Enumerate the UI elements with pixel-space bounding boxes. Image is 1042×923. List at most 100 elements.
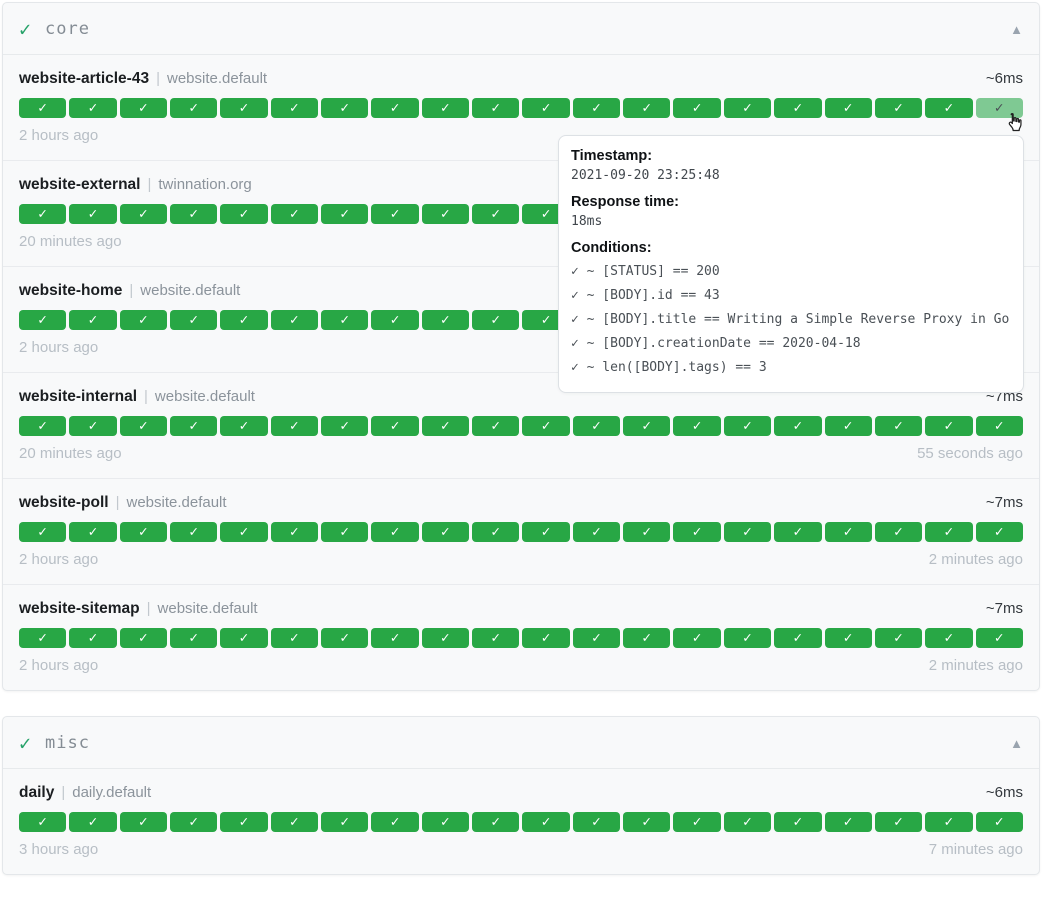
status-badge[interactable]: ✓	[270, 522, 319, 542]
status-badge[interactable]: ✓	[572, 416, 621, 436]
status-badge[interactable]: ✓	[824, 522, 872, 542]
status-badge[interactable]: ✓	[421, 310, 470, 330]
status-badge[interactable]: ✓	[723, 522, 772, 542]
status-badge[interactable]: ✓	[522, 812, 570, 832]
status-badge[interactable]: ✓	[623, 416, 671, 436]
status-badge[interactable]: ✓	[774, 628, 822, 648]
status-badge[interactable]: ✓	[371, 204, 419, 224]
status-badge[interactable]: ✓	[119, 98, 168, 118]
status-badge[interactable]: ✓	[673, 416, 721, 436]
status-badge[interactable]: ✓	[774, 416, 822, 436]
status-badge[interactable]: ✓	[975, 628, 1023, 648]
status-badge[interactable]: ✓	[371, 416, 419, 436]
endpoint-name[interactable]: website-home	[19, 282, 123, 299]
status-badge[interactable]: ✓	[673, 812, 721, 832]
status-badge[interactable]: ✓	[522, 310, 570, 330]
status-badge[interactable]: ✓	[270, 310, 319, 330]
status-badge[interactable]: ✓	[522, 522, 570, 542]
status-badge[interactable]: ✓	[69, 204, 117, 224]
status-badge[interactable]: ✓	[220, 310, 268, 330]
status-badge[interactable]: ✓	[371, 812, 419, 832]
status-badge[interactable]: ✓	[723, 628, 772, 648]
status-badge[interactable]: ✓	[623, 98, 671, 118]
status-badge[interactable]: ✓	[572, 628, 621, 648]
status-badge[interactable]: ✓	[170, 98, 218, 118]
status-badge[interactable]: ✓	[925, 522, 973, 542]
status-badge[interactable]: ✓	[472, 310, 520, 330]
status-badge[interactable]: ✓	[321, 310, 369, 330]
status-badge[interactable]: ✓	[119, 628, 168, 648]
status-badge[interactable]: ✓	[472, 204, 520, 224]
status-badge[interactable]: ✓	[522, 204, 570, 224]
status-badge[interactable]: ✓	[69, 812, 117, 832]
status-badge[interactable]: ✓	[673, 98, 721, 118]
status-badge[interactable]: ✓	[220, 522, 268, 542]
status-badge[interactable]: ✓	[19, 204, 67, 224]
status-badge[interactable]: ✓	[170, 416, 218, 436]
status-badge[interactable]: ✓	[220, 98, 268, 118]
status-badge[interactable]: ✓	[874, 98, 923, 118]
status-badge[interactable]: ✓	[824, 416, 872, 436]
status-badge[interactable]: ✓	[623, 812, 671, 832]
status-badge[interactable]: ✓	[19, 310, 67, 330]
status-badge[interactable]: ✓	[975, 812, 1023, 832]
status-badge[interactable]: ✓	[874, 628, 923, 648]
status-badge[interactable]: ✓	[925, 98, 973, 118]
status-badge[interactable]: ✓	[824, 628, 872, 648]
status-badge[interactable]: ✓	[673, 628, 721, 648]
status-badge[interactable]: ✓	[270, 204, 319, 224]
status-badge[interactable]: ✓	[421, 522, 470, 542]
status-badge[interactable]: ✓	[170, 628, 218, 648]
status-badge[interactable]: ✓	[925, 628, 973, 648]
status-badge[interactable]: ✓	[119, 812, 168, 832]
endpoint-name[interactable]: website-external	[19, 176, 141, 193]
status-badge[interactable]: ✓	[220, 628, 268, 648]
status-badge[interactable]: ✓	[975, 416, 1023, 436]
status-badge[interactable]: ✓	[270, 416, 319, 436]
status-badge[interactable]: ✓	[119, 310, 168, 330]
status-badge[interactable]: ✓	[421, 628, 470, 648]
status-badge[interactable]: ✓	[774, 522, 822, 542]
status-badge[interactable]: ✓	[119, 522, 168, 542]
group-header[interactable]: ✓ misc ▲	[3, 717, 1039, 769]
status-badge[interactable]: ✓	[472, 416, 520, 436]
status-badge[interactable]: ✓	[69, 98, 117, 118]
status-badge[interactable]: ✓	[220, 204, 268, 224]
status-badge[interactable]: ✓	[19, 98, 67, 118]
status-badge[interactable]: ✓	[321, 628, 369, 648]
status-badge[interactable]: ✓	[170, 204, 218, 224]
status-badge[interactable]: ✓	[824, 812, 872, 832]
status-badge[interactable]: ✓	[824, 98, 872, 118]
status-badge[interactable]: ✓	[19, 812, 67, 832]
status-badge[interactable]: ✓	[220, 416, 268, 436]
status-badge[interactable]: ✓	[270, 98, 319, 118]
status-badge[interactable]: ✓	[723, 98, 772, 118]
status-badge[interactable]: ✓	[925, 416, 973, 436]
status-badge[interactable]: ✓	[69, 416, 117, 436]
status-badge[interactable]: ✓	[19, 628, 67, 648]
status-badge[interactable]: ✓	[119, 204, 168, 224]
endpoint-name[interactable]: website-poll	[19, 494, 109, 511]
status-badge[interactable]: ✓	[472, 522, 520, 542]
status-badge[interactable]: ✓	[472, 628, 520, 648]
endpoint-name[interactable]: website-sitemap	[19, 600, 140, 617]
status-badge[interactable]: ✓	[321, 204, 369, 224]
status-badge[interactable]: ✓	[220, 812, 268, 832]
status-badge[interactable]: ✓	[321, 98, 369, 118]
status-badge[interactable]: ✓	[69, 310, 117, 330]
status-badge[interactable]: ✓	[774, 812, 822, 832]
status-badge[interactable]: ✓	[371, 98, 419, 118]
status-badge[interactable]: ✓	[270, 628, 319, 648]
status-badge[interactable]: ✓	[321, 812, 369, 832]
status-badge[interactable]: ✓	[421, 812, 470, 832]
status-badge[interactable]: ✓	[522, 98, 570, 118]
status-badge[interactable]: ✓	[421, 416, 470, 436]
status-badge[interactable]: ✓	[421, 204, 470, 224]
status-badge[interactable]: ✓	[723, 416, 772, 436]
status-badge[interactable]: ✓	[170, 522, 218, 542]
status-badge[interactable]: ✓	[69, 522, 117, 542]
status-badge[interactable]: ✓	[874, 416, 923, 436]
status-badge[interactable]: ✓	[472, 98, 520, 118]
status-badge[interactable]: ✓	[723, 812, 772, 832]
status-badge[interactable]: ✓	[371, 522, 419, 542]
